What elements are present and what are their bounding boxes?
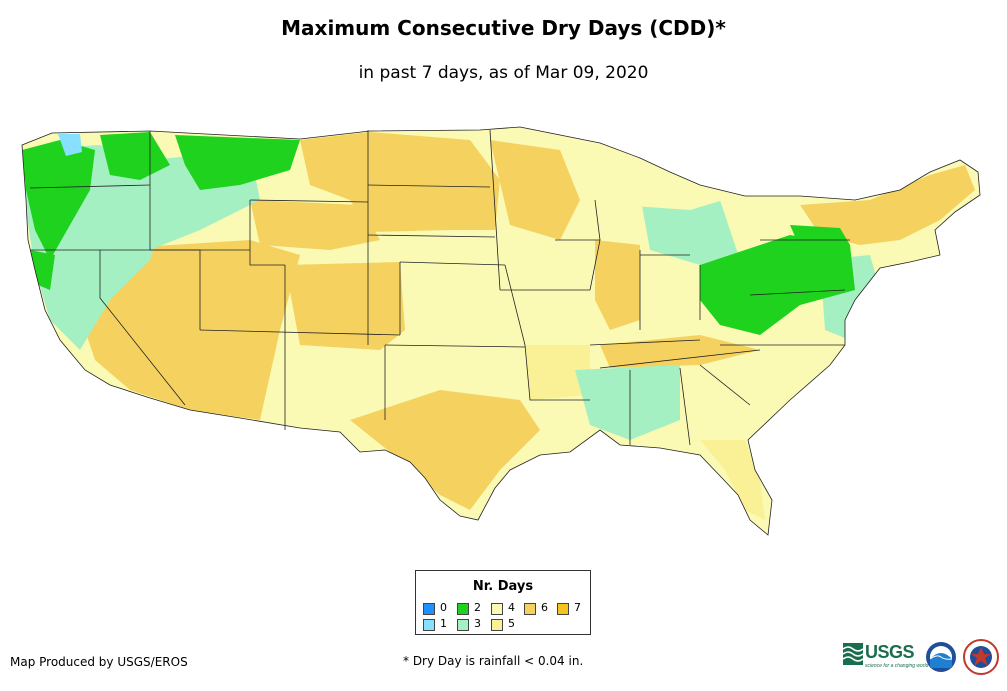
legend-label: 2	[474, 601, 481, 614]
legend-swatch	[457, 619, 469, 631]
olympic-peninsula-1-day	[58, 134, 82, 156]
legend-swatch	[423, 603, 435, 615]
dry-day-footnote: * Dry Day is rainfall < 0.04 in.	[403, 654, 584, 668]
legend-swatch	[524, 603, 536, 615]
northeast-6-days	[800, 165, 975, 245]
legend-label: 3	[474, 617, 481, 630]
great-lakes-3-days	[640, 195, 740, 265]
map-subtitle: in past 7 days, as of Mar 09, 2020	[358, 63, 649, 83]
nws-logo-icon	[963, 639, 999, 675]
legend: Nr. Days 0 1 2 3 4 5 6 7	[415, 570, 591, 635]
legend-swatch	[491, 603, 503, 615]
arkansas-5-days	[525, 345, 590, 400]
northern-plains-6-days	[300, 132, 500, 232]
colorado-6-days	[285, 262, 405, 350]
cascades-2-days	[100, 132, 170, 180]
legend-label: 7	[574, 601, 581, 614]
usgs-logo-text: USGS	[865, 642, 915, 662]
new-york-2-days	[790, 225, 850, 248]
illinois-6-days	[595, 240, 640, 330]
florida-5-days	[700, 440, 765, 520]
legend-swatch	[457, 603, 469, 615]
legend-swatch	[491, 619, 503, 631]
southwest-6-days	[75, 240, 300, 420]
northern-rockies-2-days	[175, 135, 300, 190]
upper-midwest-4-days	[600, 160, 740, 210]
legend-label: 5	[508, 617, 515, 630]
state-borders	[21, 126, 981, 536]
legend-label: 6	[541, 601, 548, 614]
minnesota-6-days	[490, 140, 580, 240]
mississippi-3-days	[575, 365, 680, 440]
legend-label: 0	[440, 601, 447, 614]
map-credit: Map Produced by USGS/EROS	[10, 655, 188, 669]
tennessee-6-days	[600, 335, 760, 368]
legend-label: 4	[508, 601, 515, 614]
legend-label: 1	[440, 617, 447, 630]
ohio-valley-2-days	[700, 235, 855, 335]
legend-swatch	[557, 603, 569, 615]
northern-california-2-days	[30, 250, 55, 290]
usgs-wave-icon	[843, 643, 863, 665]
texas-6-days	[350, 390, 540, 510]
noaa-logo-icon	[926, 642, 956, 672]
legend-title: Nr. Days	[472, 579, 534, 594]
usgs-logo: USGS science for a changing world	[843, 641, 928, 671]
coastal-northwest-2-days	[22, 140, 95, 260]
wyoming-6-days	[250, 200, 380, 250]
map-title: Maximum Consecutive Dry Days (CDD)*	[281, 16, 726, 40]
usgs-tagline: science for a changing world	[865, 663, 929, 669]
legend-swatch	[423, 619, 435, 631]
